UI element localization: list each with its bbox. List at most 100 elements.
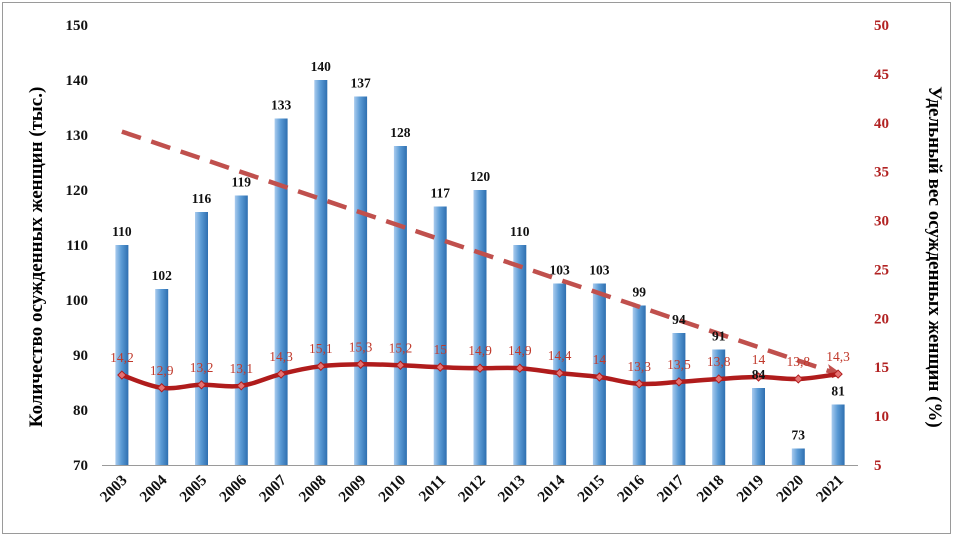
bar-2017 [672,333,686,465]
y2-tick-45: 45 [874,67,889,83]
line-label-2004: 12,9 [150,363,174,378]
bar-2003 [115,245,129,465]
bar-label-2013: 110 [510,224,530,239]
x-tick-2003: 2003 [97,472,131,506]
point-2011 [435,362,445,372]
line-label-2020: 13,8 [786,354,810,369]
line-label-2005: 13,2 [190,360,214,375]
x-tick-2009: 2009 [335,472,369,506]
y2-tick-15: 15 [874,360,889,376]
point-2018 [714,374,724,384]
line-value-labels: 14,2 12,9 13,2 13,1 14,3 15,1 15,3 15,2 15 14,9 14… [110,339,850,378]
line-label-2010: 15,2 [389,340,413,355]
bar-2021 [831,404,845,465]
x-tick-2004: 2004 [137,472,171,506]
bar-label-2014: 103 [549,263,570,278]
y2-tick-labels: 5 10 15 20 25 30 35 40 45 50 [874,18,889,474]
x-tick-2006: 2006 [216,472,250,506]
bar-2011 [433,206,447,465]
y-tick-100: 100 [66,293,89,309]
point-2006 [236,381,246,391]
y-tick-120: 120 [66,183,89,199]
line-label-2008: 15,1 [309,341,333,356]
bar-label-2007: 133 [271,98,292,113]
line-label-2019: 14 [752,352,766,367]
x-tick-2012: 2012 [455,472,489,506]
bar-label-2003: 110 [112,224,132,239]
point-2012 [475,363,485,373]
x-tick-2018: 2018 [694,472,728,506]
bar-2008 [314,80,328,465]
bar-2005 [195,212,208,465]
bar-label-2021: 81 [831,384,845,399]
x-tick-2021: 2021 [813,472,847,506]
bar-2013 [513,245,527,465]
point-2003 [117,370,127,380]
percent-line-series [117,359,843,393]
bar-label-2010: 128 [390,125,411,140]
y-tick-70: 70 [73,458,88,474]
y2-tick-50: 50 [874,18,889,34]
line-label-2017: 13,5 [667,357,691,372]
point-2021 [833,369,843,379]
line-label-2016: 13,3 [627,359,651,374]
bar-label-2017: 94 [672,312,686,327]
bar-label-2020: 73 [792,428,806,443]
point-2010 [395,360,406,370]
x-tick-2020: 2020 [773,472,807,506]
x-tick-2011: 2011 [416,472,449,505]
bar-2010 [393,146,407,465]
y2-tick-40: 40 [874,116,889,132]
point-2007 [276,369,286,379]
x-tick-2017: 2017 [654,472,688,506]
point-2017 [674,377,684,387]
bar-label-2009: 137 [350,76,371,91]
y-tick-labels: 70 80 90 100 110 120 130 140 150 [66,18,89,474]
point-2008 [316,361,326,371]
point-2016 [634,379,644,389]
point-2009 [355,359,366,369]
point-2013 [515,363,525,373]
y-tick-90: 90 [73,348,88,364]
line-label-2015: 14 [593,352,607,367]
point-2005 [196,380,207,390]
x-tick-2007: 2007 [256,472,290,506]
x-tick-2010: 2010 [375,472,409,506]
bar-2019 [752,388,765,465]
bar-2009 [354,96,368,465]
x-tick-2013: 2013 [495,472,529,506]
bar-label-2016: 99 [632,285,646,300]
x-tick-2008: 2008 [296,472,330,506]
bar-2020 [791,448,805,465]
line-label-2014: 14,4 [548,348,572,363]
line-label-2009: 15,3 [349,339,373,354]
y-tick-150: 150 [66,18,89,34]
bar-2006 [234,195,248,465]
bar-label-2006: 119 [232,175,252,190]
line-label-2018: 13,8 [707,354,731,369]
y-tick-140: 140 [66,73,89,89]
x-tick-2015: 2015 [574,472,608,506]
point-2015 [594,372,605,382]
trend-segment [121,129,839,377]
y2-tick-5: 5 [874,458,882,474]
y2-tick-20: 20 [874,311,889,327]
bar-label-2005: 116 [192,191,212,206]
bar-2012 [473,190,487,465]
bar-series [115,80,845,465]
line-label-2007: 14,3 [269,349,293,364]
line-label-2021: 14,3 [826,349,850,364]
bar-label-2012: 120 [470,169,491,184]
bar-label-2015: 103 [589,263,610,278]
x-tick-labels: 2003 2004 2005 2006 2007 2008 2009 2010 2011 2012… [97,472,847,506]
bar-value-labels: 110 102 116 119 133 140 137 128 117 120 110 103 103 9… [112,59,845,443]
bar-2004 [155,289,169,465]
bar-label-2019: 84 [752,367,766,382]
point-2004 [156,383,167,393]
y2-tick-10: 10 [874,409,889,425]
x-tick-2016: 2016 [614,472,648,506]
bar-label-2018: 91 [712,329,726,344]
line-label-2012: 14,9 [468,343,492,358]
y-tick-110: 110 [66,238,88,254]
y-axis-title: Количество осужденных женщин (тыс.) [26,87,47,428]
